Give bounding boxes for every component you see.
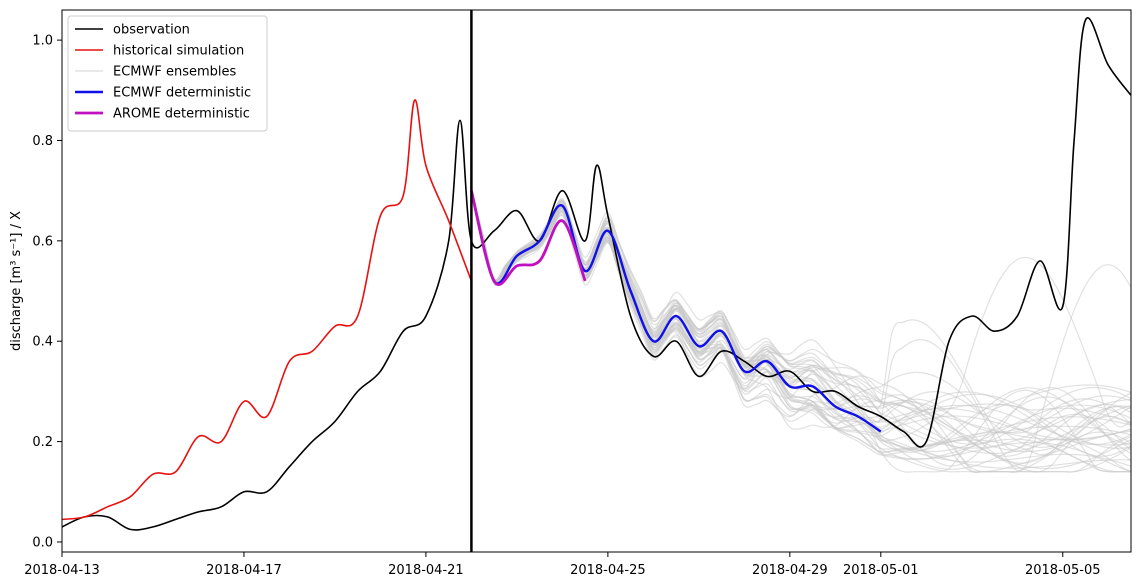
legend-label: ECMWF deterministic	[113, 86, 251, 101]
x-axis-ticks: 2018-04-13 2018-04-17 2018-04-21 2018-04-25…	[24, 552, 1101, 578]
ensemble-member-line	[470, 190, 1132, 451]
legend-label: observation	[113, 23, 190, 38]
ensemble-member-line	[470, 190, 1132, 422]
legend-label: AROME deterministic	[113, 107, 250, 122]
y-tick-label: 0.4	[32, 335, 53, 350]
ensemble-member-line	[470, 190, 1132, 473]
legend-box	[67, 15, 268, 132]
plot-area-frame	[61, 9, 1132, 553]
x-tick-label: 2018-04-25	[570, 563, 646, 578]
y-axis-label: discharge [m³ s⁻¹] / X	[9, 211, 24, 351]
y-tick-label: 0.2	[32, 435, 53, 450]
series-line-observation	[61, 17, 1132, 531]
x-tick-label: 2018-04-13	[24, 563, 100, 578]
y-tick-label: 0.6	[32, 234, 53, 249]
y-tick-label: 0.0	[32, 535, 53, 550]
x-tick-label: 2018-04-17	[206, 563, 282, 578]
series-line-arome-deterministic	[470, 190, 587, 286]
ecmwf-ensembles-group	[470, 190, 1132, 474]
y-tick-label: 0.8	[32, 134, 53, 149]
series-line-historical-simulation	[61, 99, 473, 521]
legend-label: ECMWF ensembles	[113, 65, 237, 80]
series-group	[61, 17, 1132, 531]
y-tick-label: 1.0	[32, 34, 53, 49]
y-axis-ticks: 0.0 0.2 0.4 0.6 0.8 1.0	[32, 34, 62, 550]
legend: observation historical simulation ECMWF en…	[67, 15, 268, 132]
x-tick-label: 2018-04-29	[752, 563, 828, 578]
x-tick-label: 2018-05-01	[843, 563, 919, 578]
legend-label: historical simulation	[113, 44, 244, 59]
x-tick-label: 2018-05-05	[1025, 563, 1101, 578]
series-line-ecmwf-deterministic	[470, 190, 882, 433]
x-tick-label: 2018-04-21	[388, 563, 464, 578]
ensemble-member-line	[470, 190, 1131, 473]
